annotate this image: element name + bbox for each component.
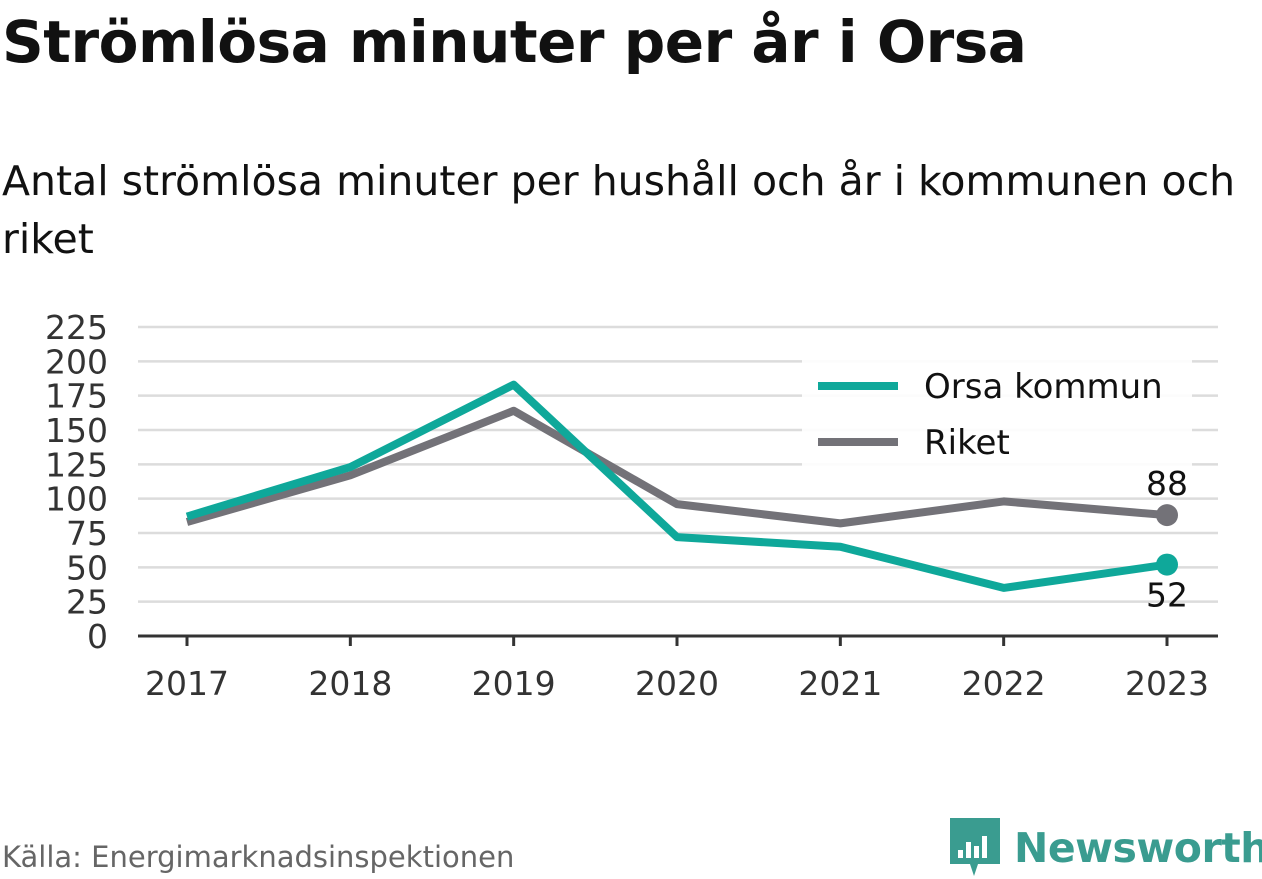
y-tick-label: 25 (66, 583, 108, 622)
end-value-label: 52 (1146, 576, 1188, 615)
y-tick-label: 125 (45, 445, 108, 484)
x-tick-label: 2020 (635, 664, 719, 703)
brand-logo: Newsworthy (950, 818, 1262, 878)
y-tick-label: 225 (45, 308, 108, 347)
legend-label: Riket (924, 423, 1010, 463)
x-tick-label: 2023 (1125, 664, 1209, 703)
newsworthy-logo-icon (950, 818, 1000, 876)
x-tick-label: 2017 (145, 664, 229, 703)
end-point-riket (1156, 504, 1178, 527)
y-tick-label: 175 (45, 377, 108, 416)
chart-title: Strömlösa minuter per år i Orsa (2, 8, 1027, 76)
x-tick-label: 2019 (472, 664, 556, 703)
y-tick-label: 0 (87, 617, 108, 656)
y-tick-label: 50 (66, 548, 108, 587)
legend-label: Orsa kommun (924, 367, 1163, 407)
x-tick-label: 2018 (308, 664, 392, 703)
y-tick-label: 75 (66, 514, 108, 553)
series-line-orsa-kommun (185, 380, 1168, 592)
series-line-riket (185, 406, 1168, 528)
y-tick-label: 200 (45, 342, 108, 381)
brand-name: Newsworthy (1014, 824, 1262, 872)
x-tick-label: 2022 (962, 664, 1046, 703)
end-point-orsa-kommun (1156, 553, 1178, 576)
legend-box (802, 358, 1192, 466)
end-value-label: 88 (1146, 464, 1188, 503)
source-note: Källa: Energimarknadsinspektionen (2, 840, 515, 874)
chart-subtitle: Antal strömlösa minuter per hushåll och … (2, 157, 1236, 263)
y-tick-label: 100 (45, 480, 108, 519)
y-tick-label: 150 (45, 411, 108, 450)
x-tick-label: 2021 (798, 664, 882, 703)
